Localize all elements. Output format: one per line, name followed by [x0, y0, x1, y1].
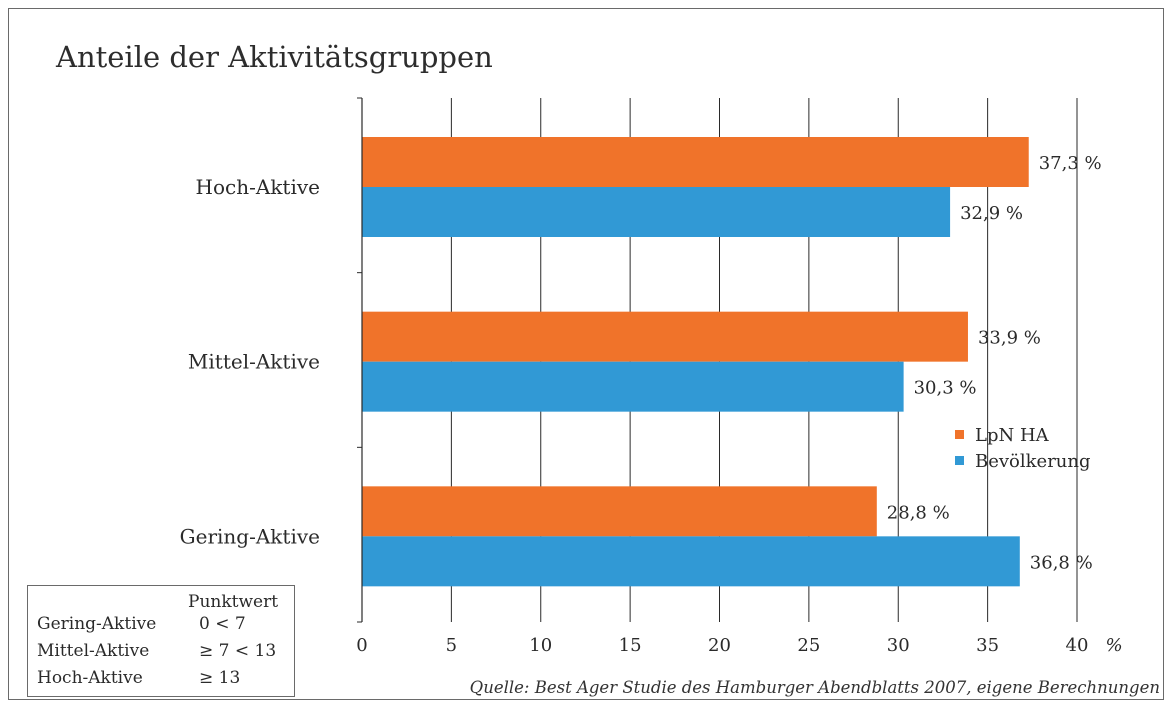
- scoring-row-value: 0 < 7: [199, 614, 246, 634]
- x-tick-label: 35: [976, 635, 999, 656]
- scoring-row-label: Gering-Aktive: [37, 614, 157, 634]
- x-tick-label: 20: [708, 635, 731, 656]
- chart-title: Anteile der Aktivitätsgruppen: [56, 40, 493, 74]
- x-tick-label: 15: [619, 635, 642, 656]
- bar: [362, 187, 951, 237]
- x-tick-label: 0: [356, 635, 367, 656]
- x-tick-label: 40: [1066, 635, 1089, 656]
- legend-label: LpN HA: [975, 425, 1050, 446]
- scoring-legend-box: Punktwert Gering-Aktive 0 < 7 Mittel-Akt…: [27, 585, 295, 697]
- category-label: Mittel-Aktive: [188, 350, 320, 374]
- x-tick-label: 30: [887, 635, 910, 656]
- category-label: Hoch-Aktive: [196, 175, 320, 199]
- data-label: 36,8 %: [1030, 552, 1093, 573]
- source-note: Quelle: Best Ager Studie des Hamburger A…: [469, 678, 1160, 697]
- bar: [362, 361, 904, 412]
- scoring-row-value: ≥ 13: [199, 668, 241, 688]
- x-tick-label: 25: [797, 635, 820, 656]
- bar: [362, 137, 1029, 187]
- scoring-row: Mittel-Aktive ≥ 7 < 13: [37, 641, 276, 661]
- category-label: Gering-Aktive: [180, 524, 320, 548]
- x-unit-label: %: [1105, 635, 1122, 656]
- data-label: 28,8 %: [887, 502, 950, 523]
- x-tick-label: 5: [446, 635, 457, 656]
- bar: [362, 311, 968, 362]
- scoring-row: Hoch-Aktive ≥ 13: [37, 668, 240, 688]
- scoring-row-value: ≥ 7 < 13: [199, 641, 277, 661]
- data-label: 37,3 %: [1039, 153, 1102, 174]
- data-label: 33,9 %: [978, 328, 1041, 349]
- scoring-row: Gering-Aktive 0 < 7: [37, 614, 246, 634]
- scoring-row-label: Hoch-Aktive: [37, 668, 143, 688]
- data-label: 30,3 %: [914, 378, 977, 399]
- bar: [362, 486, 877, 537]
- bar: [362, 536, 1020, 587]
- legend-swatch: [955, 456, 964, 465]
- scoring-row-label: Mittel-Aktive: [37, 641, 150, 661]
- x-tick-label: 10: [529, 635, 552, 656]
- scoring-header: Punktwert: [188, 592, 279, 612]
- legend-swatch: [955, 430, 964, 439]
- data-label: 32,9 %: [960, 203, 1023, 224]
- legend-label: Bevölkerung: [975, 451, 1091, 472]
